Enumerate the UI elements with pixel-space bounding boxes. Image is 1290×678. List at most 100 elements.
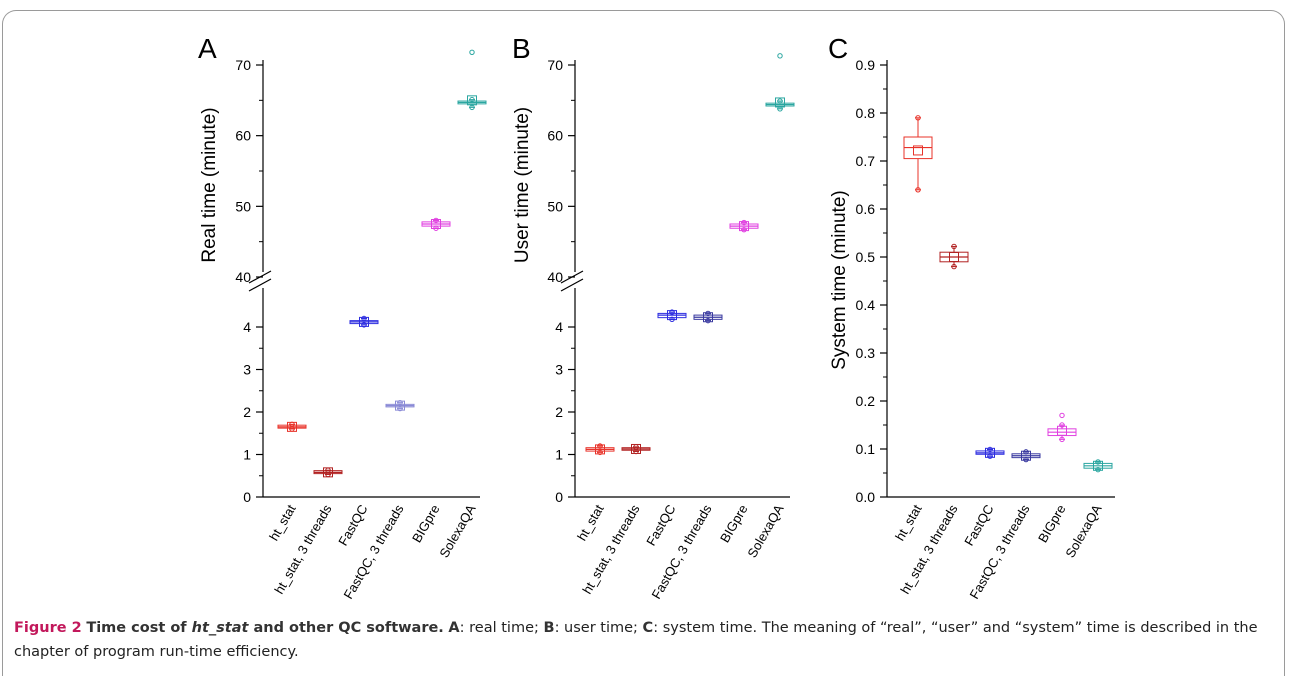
box-mean <box>703 312 713 323</box>
panel-label: C <box>828 33 848 64</box>
y-tick-label: 70 <box>235 57 251 73</box>
caption-part-b-text: : user time; <box>554 620 643 636</box>
box-min-point <box>597 449 603 456</box>
caption-part-a-label: A <box>448 620 460 636</box>
box-max-point <box>741 219 747 226</box>
y-tick-label: 0.8 <box>856 105 876 121</box>
box-outlier <box>1059 412 1065 419</box>
y-tick-label: 0.3 <box>856 345 876 361</box>
box-max-point <box>951 243 957 250</box>
box-min-point <box>433 225 439 231</box>
box-max-point <box>915 115 921 121</box>
box-max-point <box>669 309 675 315</box>
panel-label: B <box>512 33 531 64</box>
box-mean <box>1021 450 1031 461</box>
y-tick-label: 0.4 <box>856 297 876 313</box>
box-min-point <box>469 104 475 111</box>
y-tick-label: 0.2 <box>856 393 876 409</box>
box-min-point <box>741 226 747 233</box>
box-min-point <box>777 106 783 112</box>
y-tick-label: 50 <box>235 198 251 214</box>
y-tick-label: 40 <box>235 269 251 285</box>
box-mean <box>1093 460 1103 471</box>
box-min-point <box>915 187 921 193</box>
y-tick-label: 3 <box>555 362 563 378</box>
caption-figure-label: Figure 2 <box>14 620 82 636</box>
box-min-point <box>361 322 367 328</box>
axis-break-mark <box>248 278 272 292</box>
x-tick-label: BIGpre <box>409 502 443 545</box>
x-tick-label: BIGpre <box>717 502 751 545</box>
box-max-point <box>469 96 475 103</box>
y-tick-label: 0.9 <box>856 57 876 73</box>
box-max-point <box>705 310 711 317</box>
caption-part-a-text: : real time; <box>459 620 544 636</box>
y-tick-label: 70 <box>547 57 563 73</box>
box-mean <box>395 400 405 411</box>
x-tick-label: ht_stat <box>892 502 925 544</box>
figure-frame <box>2 10 1285 676</box>
y-tick-label: 60 <box>235 128 251 144</box>
box-max-point <box>633 444 639 450</box>
y-tick-label: 0.6 <box>856 201 876 217</box>
box-mean <box>949 252 959 262</box>
axis-break-mark <box>560 278 584 292</box>
x-tick-label: FastQC <box>643 502 678 548</box>
y-tick-label: 50 <box>547 198 563 214</box>
box-max-point <box>987 446 993 453</box>
box-mean <box>359 316 369 327</box>
y-tick-label: 2 <box>243 404 251 420</box>
figure-caption: Figure 2 Time cost of ht_stat and other … <box>14 616 1274 664</box>
caption-title-prefix: Time cost of <box>86 620 192 636</box>
y-tick-label: 60 <box>547 128 563 144</box>
y-tick-label: 3 <box>243 362 251 378</box>
y-tick-label: 4 <box>555 319 563 335</box>
box-min-point <box>705 317 711 324</box>
box-min-point <box>1095 466 1101 473</box>
box-outlier <box>777 53 783 59</box>
caption-part-c-text: : system time. The meaning of “real”, “u… <box>14 620 1258 660</box>
caption-title-em: ht_stat <box>191 620 249 636</box>
box-max-point <box>289 421 295 428</box>
y-tick-label: 0.0 <box>856 489 876 505</box>
x-tick-label: SolexaQA <box>1062 502 1104 560</box>
caption-part-c-label: C <box>642 620 654 636</box>
x-tick-label: SolexaQA <box>436 502 478 560</box>
caption-title-suffix: and other QC software. <box>248 620 444 636</box>
box-mean <box>913 145 923 156</box>
panel-label: A <box>198 33 217 64</box>
x-tick-label: FastQC <box>335 502 370 548</box>
y-tick-label: 0 <box>555 489 563 505</box>
box-mean <box>985 447 995 458</box>
y-axis-title: User time (minute) <box>512 107 533 263</box>
y-tick-label: 4 <box>243 319 251 335</box>
y-tick-label: 0.5 <box>856 249 876 265</box>
box-max-point <box>1095 459 1101 465</box>
y-axis-title: Real time (minute) <box>199 107 220 262</box>
box-max-point <box>433 217 439 224</box>
x-tick-label: BIGpre <box>1035 502 1069 545</box>
box-max-point <box>325 467 331 473</box>
box-min-point <box>1059 436 1065 443</box>
x-tick-label: SolexaQA <box>744 502 786 560</box>
box-outlier <box>469 49 475 55</box>
y-tick-label: 0.7 <box>856 153 876 169</box>
y-tick-label: 40 <box>547 269 563 285</box>
x-tick-label: ht_stat <box>574 502 607 544</box>
figure-chart-area: A Real time (minute) 0 1 2 3 4 40 50 60 70 ht_stat h… <box>198 33 1115 601</box>
y-tick-label: 1 <box>555 447 563 463</box>
box-min-point <box>987 453 993 459</box>
box-min-point <box>397 405 403 412</box>
box-max-point <box>397 399 403 406</box>
y-tick-label: 2 <box>555 404 563 420</box>
box-max-point <box>777 98 783 104</box>
box-max-point <box>597 443 603 449</box>
y-tick-label: 0.1 <box>856 441 876 457</box>
box-max-point <box>1059 422 1065 428</box>
box-mean <box>667 310 677 321</box>
box-min-point <box>1023 456 1029 463</box>
box-mean <box>1057 425 1067 436</box>
box-mean <box>595 444 605 455</box>
